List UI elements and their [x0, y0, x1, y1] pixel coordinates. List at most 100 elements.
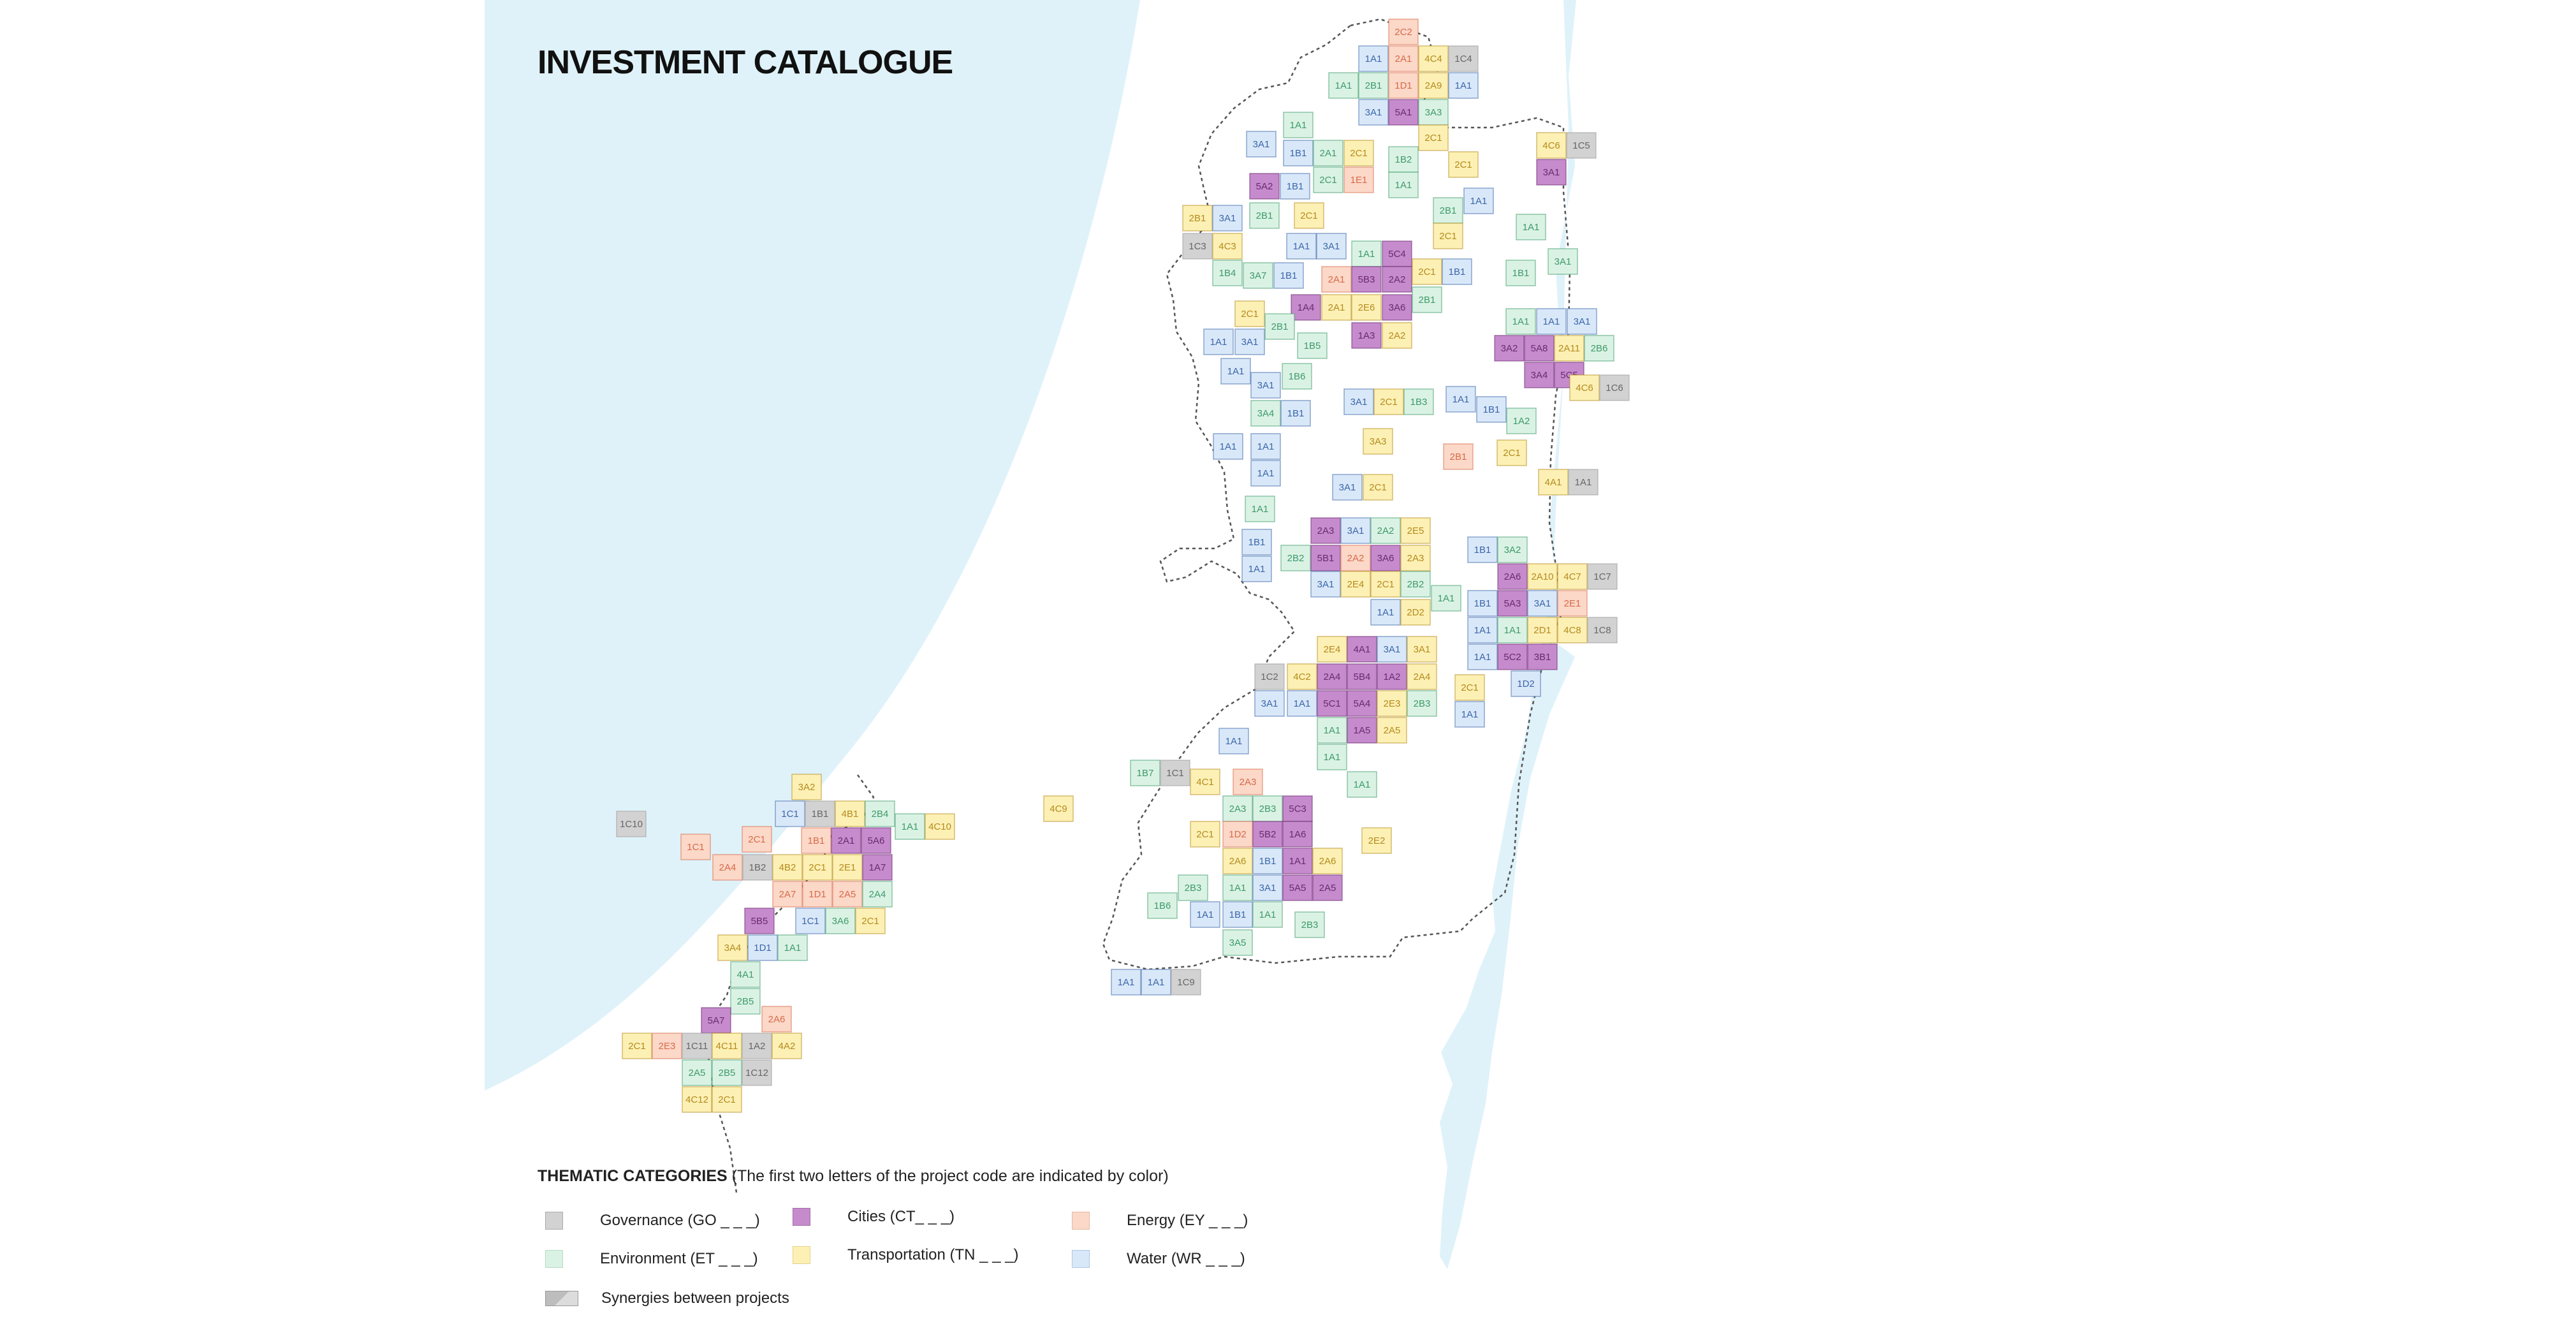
legend-item-label: Energy (EY _ _ _) — [1127, 1212, 1248, 1229]
project-code: 4C12 — [685, 1094, 708, 1105]
project-tile-fill — [1283, 140, 1314, 166]
project-tile: 1A1 — [1283, 112, 1314, 138]
project-tile: 2E6 — [1351, 294, 1382, 321]
project-tile: 5A2 — [1249, 173, 1280, 200]
project-tile: 1A2 — [1377, 663, 1407, 690]
project-tile: 1A1 — [1347, 771, 1377, 798]
project-tile-fill — [1351, 294, 1382, 321]
project-tile: 5C2 — [1497, 643, 1528, 670]
project-tile: 5A7 — [701, 1007, 731, 1034]
project-tile: 2A4 — [1407, 663, 1437, 690]
project-tile-fill — [1557, 617, 1588, 643]
project-tile: 2C1 — [742, 826, 772, 853]
project-code: 1A1 — [1259, 909, 1277, 920]
project-tile-fill — [1222, 821, 1253, 848]
project-code: 1A1 — [1229, 883, 1247, 893]
project-tile: 2E3 — [1377, 690, 1407, 717]
project-tile-fill — [1347, 636, 1377, 663]
project-tile-fill — [742, 854, 773, 881]
project-tile-fill — [1463, 188, 1494, 214]
project-tile: 2C1 — [1373, 388, 1404, 415]
project-tile-fill — [1527, 563, 1558, 590]
project-tile: 1B1 — [1467, 536, 1498, 563]
project-tile-fill — [831, 827, 861, 854]
project-tile: 2A4 — [1317, 663, 1347, 690]
project-code: 1A1 — [1504, 625, 1521, 636]
project-tile-fill — [1282, 874, 1313, 901]
project-tile-fill — [1377, 663, 1407, 690]
project-code: 1B2 — [1395, 154, 1412, 165]
project-tile-fill — [1388, 18, 1419, 45]
project-tile-fill — [1400, 517, 1431, 544]
synergy-swatch — [545, 1291, 578, 1306]
project-tile-fill — [1442, 258, 1472, 285]
project-tile: 5A6 — [861, 827, 891, 854]
project-tile: 1B1 — [805, 800, 835, 827]
project-tile-fill — [1511, 670, 1541, 697]
project-code: 1A1 — [1248, 564, 1266, 575]
project-code: 5B5 — [751, 916, 768, 927]
project-tile-fill — [1321, 294, 1352, 321]
project-code: 2B1 — [1189, 213, 1206, 224]
project-tile-fill — [1252, 848, 1283, 874]
project-tile: 2A11 — [1554, 335, 1584, 362]
project-code: 1B2 — [749, 862, 766, 873]
project-code: 1A2 — [1513, 416, 1530, 427]
project-tile: 1B7 — [1130, 760, 1160, 786]
project-tile-fill — [730, 988, 761, 1015]
project-code: 3A1 — [1574, 316, 1591, 327]
project-code: 1A1 — [1289, 856, 1306, 867]
project-tile-fill — [1178, 874, 1208, 901]
project-tile-fill — [1252, 795, 1283, 822]
project-tile-fill — [895, 813, 925, 840]
legend-item-label: Water (WR _ _ _) — [1127, 1250, 1245, 1267]
project-tile: 5B3 — [1351, 266, 1382, 293]
project-tile: 2E3 — [652, 1033, 682, 1059]
environment-swatch — [545, 1250, 563, 1268]
project-tile: 4C11 — [712, 1033, 742, 1059]
project-tile: 1B1 — [1280, 400, 1311, 427]
project-tile: 3A1 — [1310, 571, 1341, 598]
project-tile-fill — [1412, 258, 1442, 285]
project-code: 3A1 — [1253, 139, 1270, 150]
project-code: 3A3 — [1370, 436, 1387, 447]
project-tile: 2C1 — [1454, 674, 1485, 701]
project-tile: 2B3 — [1178, 874, 1208, 901]
project-code: 2C1 — [861, 916, 879, 927]
project-code: 2A6 — [1319, 856, 1336, 867]
project-tile-fill — [1448, 151, 1479, 178]
project-code: 2B1 — [1419, 295, 1436, 305]
project-tile: 3A1 — [1536, 159, 1567, 186]
project-tile: 2A1 — [1321, 266, 1352, 293]
project-tile: 4C8 — [1557, 617, 1588, 643]
project-tile-fill — [1382, 266, 1412, 293]
project-tile: 1B1 — [1241, 529, 1272, 555]
project-tile-fill — [682, 1033, 712, 1059]
project-tile: 2A1 — [1388, 45, 1419, 72]
project-tile-fill — [855, 908, 886, 934]
project-tile-fill — [1287, 690, 1317, 717]
project-tile: 1A2 — [1506, 408, 1537, 434]
project-code: 1B1 — [1259, 856, 1277, 867]
project-tile-fill — [795, 908, 826, 934]
project-code: 4C3 — [1218, 241, 1236, 252]
project-code: 1B1 — [1290, 148, 1307, 159]
project-code: 2C1 — [1350, 148, 1368, 159]
project-code: 4C11 — [716, 1041, 738, 1052]
project-tile-fill — [1382, 240, 1412, 267]
project-tile: 2C1 — [622, 1033, 652, 1059]
project-tile: 1C8 — [1587, 617, 1618, 643]
project-tile-fill — [1287, 663, 1317, 690]
project-tile-fill — [1418, 99, 1449, 126]
project-code: 2E1 — [839, 862, 856, 873]
project-tile: 1D1 — [1388, 72, 1419, 99]
project-tile: 1C4 — [1448, 45, 1479, 72]
project-code: 1C9 — [1177, 977, 1195, 988]
project-code: 3A4 — [1531, 370, 1548, 381]
project-tile-fill — [1222, 795, 1253, 822]
project-tile: 1D2 — [1222, 821, 1253, 848]
project-tile-fill — [1250, 372, 1281, 399]
project-code: 1A3 — [1358, 330, 1375, 341]
project-tile-fill — [802, 881, 833, 908]
project-tile: 1B2 — [742, 854, 773, 881]
